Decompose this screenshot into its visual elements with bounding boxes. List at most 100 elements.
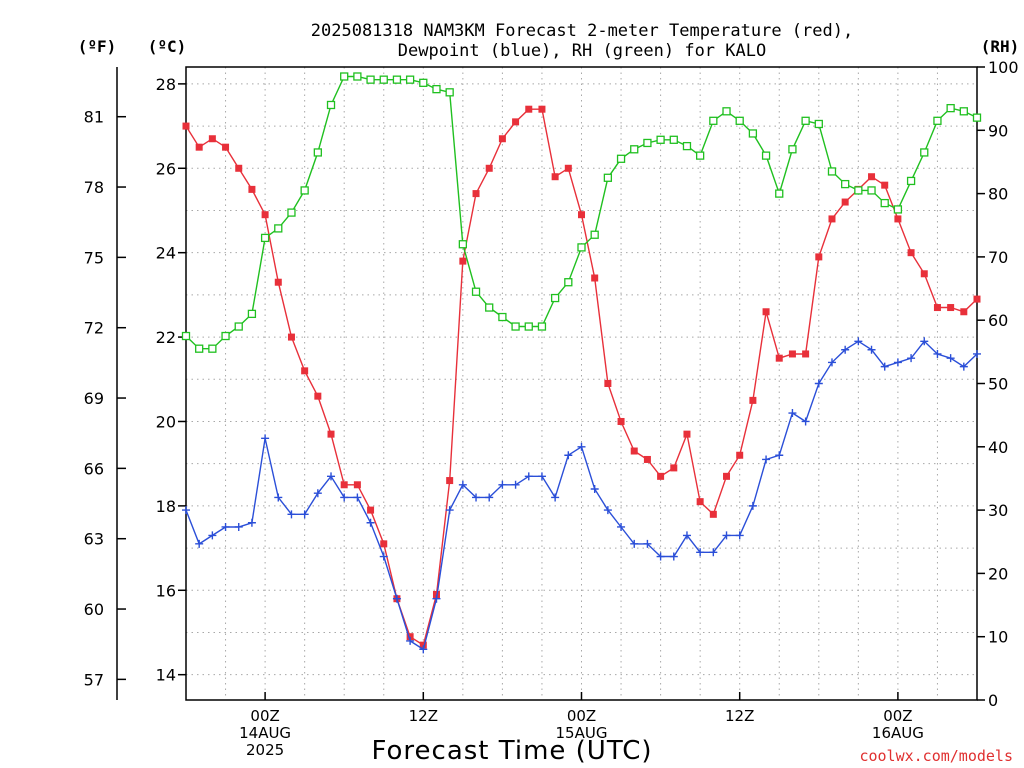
data-point	[222, 143, 230, 151]
data-point	[920, 148, 929, 157]
series-open-square	[181, 72, 982, 353]
data-point	[195, 344, 204, 353]
data-point	[604, 380, 612, 387]
data-point	[841, 198, 849, 206]
data-point	[445, 88, 454, 97]
rh-tick-label: 70	[988, 248, 1008, 267]
data-point	[920, 337, 929, 346]
data-point	[195, 143, 203, 151]
celsius-tick-label: 24	[156, 244, 176, 263]
data-point	[643, 455, 651, 463]
data-point	[827, 358, 836, 367]
series-plus	[182, 337, 981, 654]
data-point	[709, 116, 718, 125]
data-point	[340, 72, 349, 81]
x-tick-label: 16AUG	[872, 724, 924, 742]
data-point	[762, 455, 771, 464]
data-point	[801, 116, 810, 125]
data-point	[854, 337, 863, 346]
data-point	[696, 548, 705, 557]
celsius-tick-label: 20	[156, 412, 176, 431]
axes: 14 16 18 20 22 24 26 28 57 60 63 66 69 72 75 78 81 0 10 20 3…	[84, 58, 1019, 759]
data-point	[696, 151, 705, 160]
data-point	[287, 208, 296, 217]
data-point	[419, 641, 427, 649]
fahrenheit-tick-label: 66	[84, 459, 104, 478]
celsius-tick-label: 14	[156, 666, 176, 685]
data-point	[340, 481, 348, 489]
data-point	[960, 308, 968, 316]
data-point	[656, 135, 665, 144]
data-point	[472, 190, 480, 198]
data-point	[248, 185, 256, 193]
data-point	[261, 434, 270, 443]
data-point	[880, 362, 889, 371]
data-point	[405, 75, 415, 84]
fahrenheit-unit-label: (ºF)	[78, 37, 117, 56]
data-point	[406, 633, 414, 641]
data-point	[550, 293, 560, 303]
data-point	[946, 103, 955, 113]
data-point	[788, 145, 797, 154]
data-point	[603, 173, 613, 182]
data-point	[538, 105, 546, 113]
data-point	[353, 481, 361, 489]
data-point	[696, 498, 704, 506]
data-point	[669, 135, 678, 144]
data-point	[683, 430, 691, 438]
data-point	[182, 506, 190, 515]
data-point	[498, 480, 507, 489]
data-point	[301, 367, 309, 375]
data-point	[195, 539, 204, 548]
data-point	[512, 118, 520, 126]
data-point	[630, 145, 639, 154]
data-point	[182, 122, 190, 130]
data-point	[590, 230, 599, 239]
data-point	[946, 354, 955, 363]
celsius-tick-label: 18	[156, 497, 176, 516]
data-point	[353, 72, 362, 81]
data-point	[748, 501, 757, 510]
rh-tick-label: 60	[988, 311, 1008, 330]
data-point	[261, 211, 269, 219]
data-point	[591, 274, 599, 282]
data-point	[353, 493, 362, 502]
data-point	[367, 506, 375, 514]
data-point	[458, 240, 468, 249]
data-point	[959, 107, 968, 116]
data-point	[722, 531, 731, 540]
rh-tick-label: 10	[988, 628, 1008, 647]
data-point	[841, 179, 850, 189]
data-point	[314, 392, 322, 400]
data-point	[682, 531, 691, 540]
data-point	[801, 417, 810, 426]
x-tick-label: 14AUG	[239, 724, 291, 742]
data-point	[682, 141, 692, 151]
data-point	[221, 522, 230, 531]
data-point	[788, 350, 796, 358]
credit-text: coolwx.com/models	[859, 747, 1013, 765]
fahrenheit-tick-label: 75	[84, 248, 104, 267]
data-point	[894, 215, 902, 223]
x-tick-label: 15AUG	[556, 724, 608, 742]
fahrenheit-tick-label: 72	[84, 319, 104, 338]
x-tick-label: 00Z	[883, 707, 912, 725]
data-point	[867, 345, 876, 354]
data-point	[669, 552, 678, 561]
data-point	[379, 552, 388, 561]
data-point	[181, 331, 191, 341]
series-line	[185, 340, 978, 651]
data-point	[406, 636, 415, 645]
data-point	[366, 518, 375, 527]
data-point	[551, 173, 559, 181]
data-point	[788, 409, 797, 418]
data-point	[973, 349, 981, 358]
data-point	[656, 552, 665, 561]
data-series	[181, 72, 982, 654]
data-point	[893, 205, 903, 214]
data-point	[524, 472, 533, 481]
data-point	[643, 539, 652, 548]
fahrenheit-tick-label: 63	[84, 530, 104, 549]
data-point	[814, 119, 823, 129]
